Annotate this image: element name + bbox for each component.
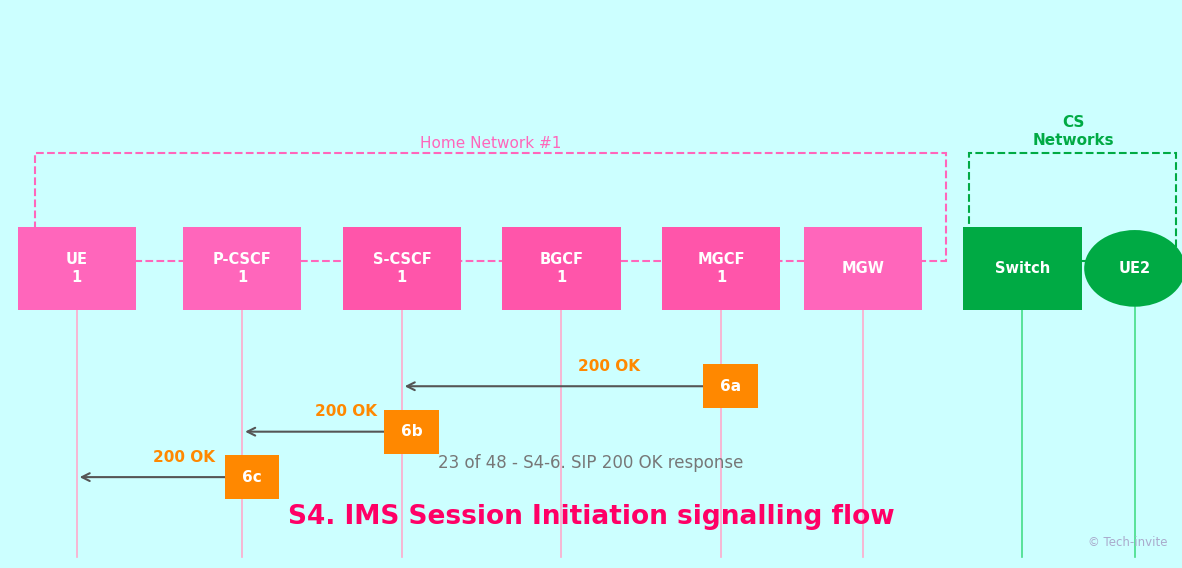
Text: CS
Networks: CS Networks xyxy=(1032,115,1115,148)
Bar xyxy=(35,153,946,261)
Text: 6c: 6c xyxy=(242,470,261,485)
Text: BGCF
1: BGCF 1 xyxy=(539,252,584,285)
FancyBboxPatch shape xyxy=(343,227,461,310)
Text: 23 of 48 - S4-6. SIP 200 OK response: 23 of 48 - S4-6. SIP 200 OK response xyxy=(439,454,743,472)
Text: © Tech-invite: © Tech-invite xyxy=(1089,536,1168,549)
FancyBboxPatch shape xyxy=(963,227,1082,310)
Text: S-CSCF
1: S-CSCF 1 xyxy=(372,252,431,285)
Text: MGW: MGW xyxy=(842,261,884,276)
Text: S4. IMS Session Initiation signalling flow: S4. IMS Session Initiation signalling fl… xyxy=(287,504,895,530)
Text: UE2: UE2 xyxy=(1118,261,1151,276)
Text: 6b: 6b xyxy=(401,424,422,439)
Bar xyxy=(969,153,1176,261)
Text: 200 OK: 200 OK xyxy=(578,359,641,374)
FancyBboxPatch shape xyxy=(183,227,301,310)
FancyBboxPatch shape xyxy=(502,227,621,310)
FancyBboxPatch shape xyxy=(703,364,758,408)
Text: Switch: Switch xyxy=(995,261,1050,276)
Text: 200 OK: 200 OK xyxy=(154,450,215,465)
FancyBboxPatch shape xyxy=(384,410,439,454)
FancyBboxPatch shape xyxy=(804,227,922,310)
FancyBboxPatch shape xyxy=(18,227,136,310)
Text: 6a: 6a xyxy=(720,379,741,394)
Text: MGCF
1: MGCF 1 xyxy=(697,252,745,285)
FancyBboxPatch shape xyxy=(225,455,279,499)
Text: Home Network #1: Home Network #1 xyxy=(420,136,561,151)
Text: UE
1: UE 1 xyxy=(66,252,87,285)
Text: 200 OK: 200 OK xyxy=(316,404,377,419)
Text: P-CSCF
1: P-CSCF 1 xyxy=(213,252,272,285)
Ellipse shape xyxy=(1084,230,1182,307)
FancyBboxPatch shape xyxy=(662,227,780,310)
